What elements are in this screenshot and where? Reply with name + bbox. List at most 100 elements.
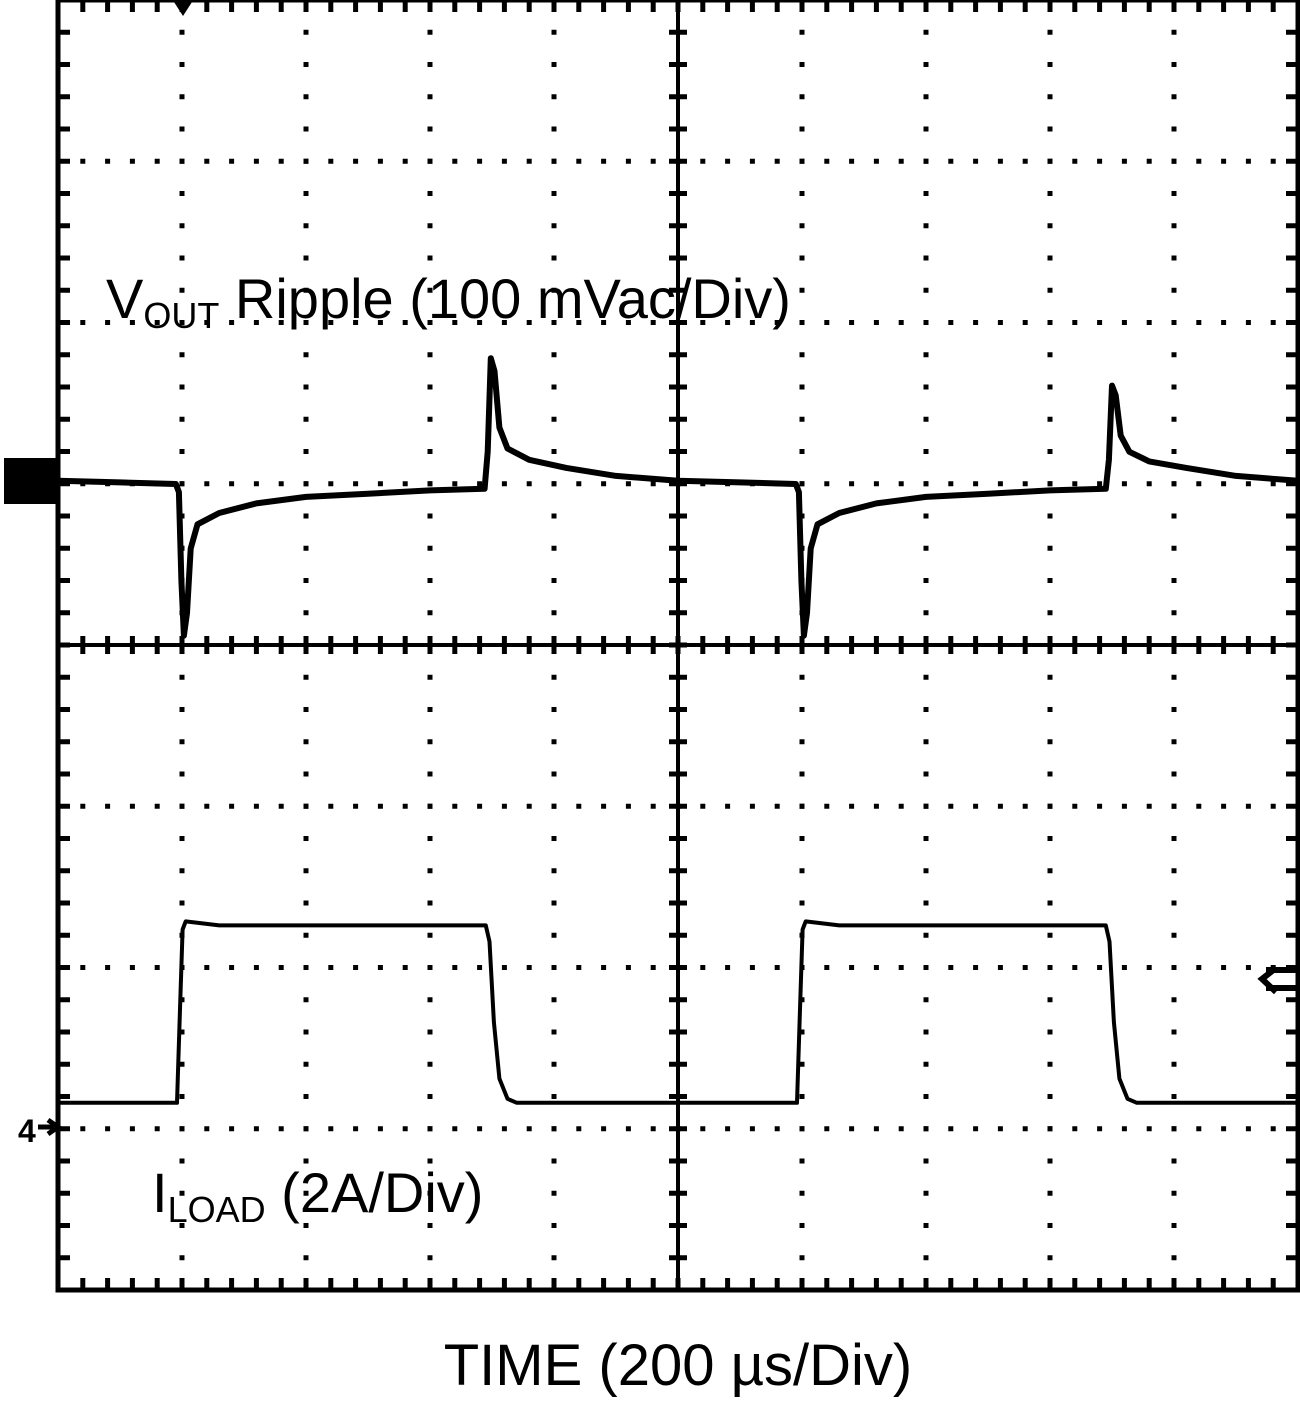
grid-dot bbox=[1171, 352, 1177, 358]
grid-dot bbox=[303, 94, 309, 100]
grid-dot bbox=[1146, 158, 1152, 164]
grid-dot bbox=[749, 158, 755, 164]
grid-dot bbox=[1171, 126, 1177, 132]
grid-dot bbox=[303, 1029, 309, 1035]
grid-dot bbox=[427, 1158, 433, 1164]
grid-dot bbox=[1047, 1126, 1053, 1132]
grid-dot bbox=[551, 771, 557, 777]
grid-dot bbox=[551, 578, 557, 583]
grid-dot bbox=[601, 803, 607, 809]
grid-dot bbox=[1047, 868, 1053, 874]
grid-dot bbox=[303, 126, 309, 132]
grid-dot bbox=[625, 481, 631, 487]
grid-dot bbox=[402, 1126, 408, 1132]
grid-dot bbox=[948, 803, 954, 809]
grid-dot bbox=[526, 803, 532, 809]
grid-dot bbox=[551, 1126, 557, 1132]
grid-dot bbox=[700, 965, 706, 970]
grid-dot bbox=[799, 255, 805, 261]
grid-dot bbox=[452, 1126, 458, 1132]
grid-dot bbox=[1270, 803, 1276, 809]
grid-dot bbox=[427, 1094, 433, 1099]
grid-dot bbox=[427, 320, 433, 325]
grid-dot bbox=[427, 416, 433, 422]
grid-dot bbox=[551, 868, 557, 874]
grid-dot bbox=[353, 1126, 359, 1132]
grid-dot bbox=[328, 965, 334, 970]
vout-ripple-trace bbox=[57, 355, 1299, 639]
grid-dot bbox=[799, 223, 805, 229]
grid-dot bbox=[1121, 481, 1127, 487]
grid-dot bbox=[997, 320, 1003, 325]
grid-dot bbox=[923, 1094, 929, 1099]
grid-dot bbox=[179, 320, 185, 325]
grid-dot bbox=[427, 1029, 433, 1035]
grid-dot bbox=[799, 868, 805, 874]
grid-dot bbox=[303, 449, 309, 454]
grid-dot bbox=[1196, 320, 1202, 325]
grid-dot bbox=[873, 803, 879, 809]
grid-dot bbox=[576, 803, 582, 809]
grid-dot bbox=[1221, 481, 1227, 487]
grid-dot bbox=[229, 965, 235, 970]
grid-dot bbox=[105, 803, 111, 809]
grid-dot bbox=[1097, 158, 1103, 164]
grid-dot bbox=[1097, 481, 1103, 487]
grid-dot bbox=[452, 481, 458, 487]
grid-dot bbox=[700, 158, 706, 164]
grid-dot bbox=[923, 29, 929, 35]
grid-dot bbox=[427, 158, 433, 164]
grid-dot bbox=[427, 352, 433, 358]
grid-dot bbox=[179, 836, 185, 841]
grid-dot bbox=[1047, 1061, 1053, 1067]
grid-dot bbox=[1121, 158, 1127, 164]
grid-dot bbox=[625, 965, 631, 970]
grid-dot bbox=[625, 158, 631, 164]
iload-series-label: ILOAD (2A/Div) bbox=[152, 1161, 483, 1230]
grid-dot bbox=[526, 320, 532, 325]
grid-dot bbox=[725, 1126, 731, 1132]
grid bbox=[55, 0, 1300, 1293]
grid-dot bbox=[229, 1126, 235, 1132]
grid-dot bbox=[427, 126, 433, 132]
grid-dot bbox=[1171, 513, 1177, 519]
grid-dot bbox=[1171, 771, 1177, 777]
grid-dot bbox=[154, 803, 160, 809]
grid-dot bbox=[551, 416, 557, 422]
grid-dot bbox=[303, 287, 309, 293]
grid-dot bbox=[526, 1126, 532, 1132]
grid-dot bbox=[997, 1126, 1003, 1132]
grid-dot bbox=[1171, 449, 1177, 454]
grid-dot bbox=[1022, 158, 1028, 164]
grid-dot bbox=[1245, 320, 1251, 325]
grid-dot bbox=[1022, 803, 1028, 809]
grid-dot bbox=[353, 320, 359, 325]
grid-dot bbox=[923, 223, 929, 229]
grid-dot bbox=[427, 1255, 433, 1261]
grid-dot bbox=[501, 803, 507, 809]
grid-dot bbox=[1171, 255, 1177, 261]
grid-dot bbox=[129, 965, 135, 970]
grid-dot bbox=[402, 320, 408, 325]
grid-dot bbox=[923, 1255, 929, 1261]
grid-dot bbox=[1047, 1029, 1053, 1035]
grid-dot bbox=[799, 1158, 805, 1164]
grid-dot bbox=[799, 94, 805, 100]
grid-dot bbox=[501, 320, 507, 325]
grid-dot bbox=[551, 29, 557, 35]
grid-dot bbox=[1022, 1126, 1028, 1132]
grid-dot bbox=[204, 1126, 210, 1132]
grid-dot bbox=[303, 836, 309, 841]
grid-dot bbox=[1047, 29, 1053, 35]
grid-dot bbox=[452, 965, 458, 970]
grid-dot bbox=[1047, 384, 1053, 390]
grid-dot bbox=[551, 223, 557, 229]
grid-dot bbox=[229, 320, 235, 325]
grid-dot bbox=[303, 1255, 309, 1261]
grid-dot bbox=[179, 384, 185, 390]
grid-dot bbox=[923, 126, 929, 132]
grid-dot bbox=[1171, 578, 1177, 583]
grid-dot bbox=[427, 191, 433, 196]
grid-dot bbox=[1072, 803, 1078, 809]
